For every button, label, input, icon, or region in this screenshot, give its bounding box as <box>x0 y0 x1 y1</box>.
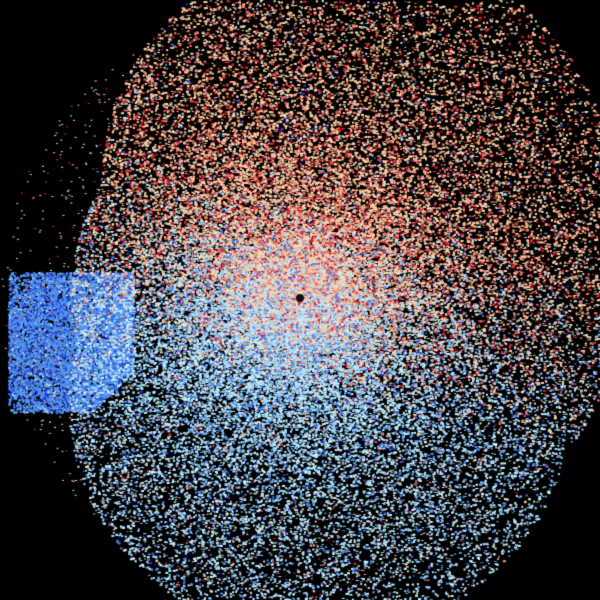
radar-velocity-image <box>0 0 600 600</box>
